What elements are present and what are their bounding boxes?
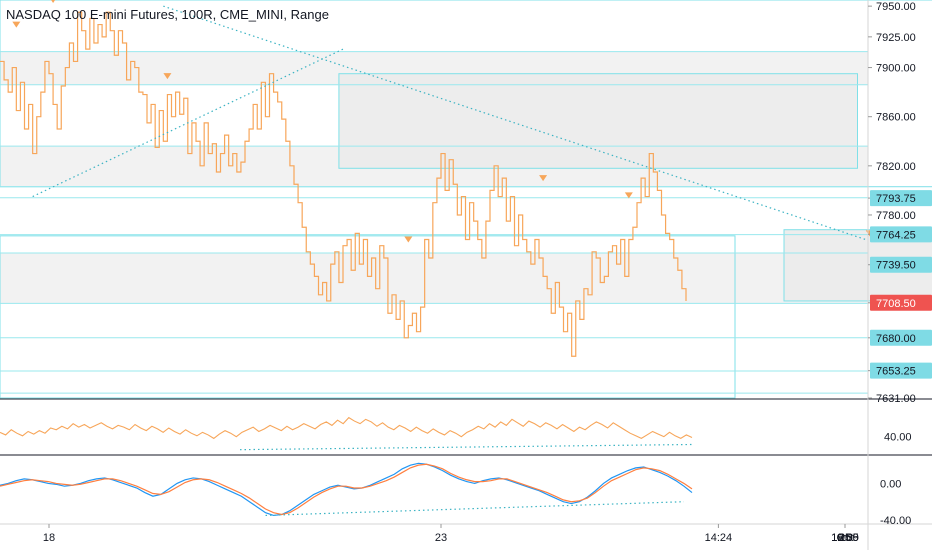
signal-marker: [12, 21, 21, 28]
signal-marker: [624, 192, 633, 199]
x-tick-label: 18:35: [831, 532, 859, 544]
y-tick-label: 7780.00: [876, 210, 916, 222]
range-box: [338, 73, 858, 169]
oscillator-line: [0, 462, 693, 517]
y-tick-label: 7925.00: [876, 32, 916, 44]
x-tick-label: 18: [43, 532, 55, 544]
rsi-trend-line: [239, 443, 695, 451]
osc-y-tick-label: -40.00: [880, 515, 911, 527]
y-tick-label: 7793.75: [876, 193, 916, 205]
price-series-line: [0, 11, 687, 357]
x-tick-label: Oct: [836, 532, 853, 544]
signal-marker: [163, 73, 172, 80]
price-badge: [870, 362, 932, 379]
oscillator-trend-line: [265, 501, 684, 517]
y-tick-label: 7820.00: [876, 161, 916, 173]
price-badge: [870, 294, 932, 311]
osc-y-tick-label: 0.00: [880, 478, 901, 490]
price-badge: [870, 329, 932, 346]
rsi-line: [0, 416, 693, 440]
x-tick-label: 25: [839, 532, 851, 544]
range-band: [0, 253, 868, 304]
rsi-y-tick-label: 40.00: [884, 432, 912, 444]
price-badge: [870, 256, 932, 273]
signal-marker: [51, 0, 56, 3]
price-badge: [870, 190, 932, 207]
y-tick-label: 7680.00: [876, 333, 916, 345]
x-tick-label: 14:24: [705, 532, 733, 544]
y-tick-label: 7739.50: [876, 260, 916, 272]
oscillator-line: [0, 463, 693, 516]
y-tick-label: 7653.25: [876, 366, 916, 378]
x-tick-label: 19:00: [831, 532, 859, 544]
signal-marker: [539, 175, 548, 182]
x-tick-label: 26: [839, 532, 851, 544]
x-tick-label: 12:39: [831, 532, 859, 544]
signal-marker: [404, 236, 413, 243]
y-tick-label: 7631.00: [876, 393, 916, 405]
x-tick-label: 23: [435, 532, 447, 544]
y-tick-label: 7764.25: [876, 229, 916, 241]
y-tick-label: 7860.00: [876, 112, 916, 124]
y-tick-label: 7900.00: [876, 63, 916, 75]
range-box: [0, 235, 736, 399]
y-tick-label: 7708.50: [876, 298, 916, 310]
y-tick-label: 7950.00: [876, 1, 916, 13]
price-badge: [870, 226, 932, 243]
trend-line: [163, 5, 866, 241]
trend-line: [32, 48, 344, 198]
